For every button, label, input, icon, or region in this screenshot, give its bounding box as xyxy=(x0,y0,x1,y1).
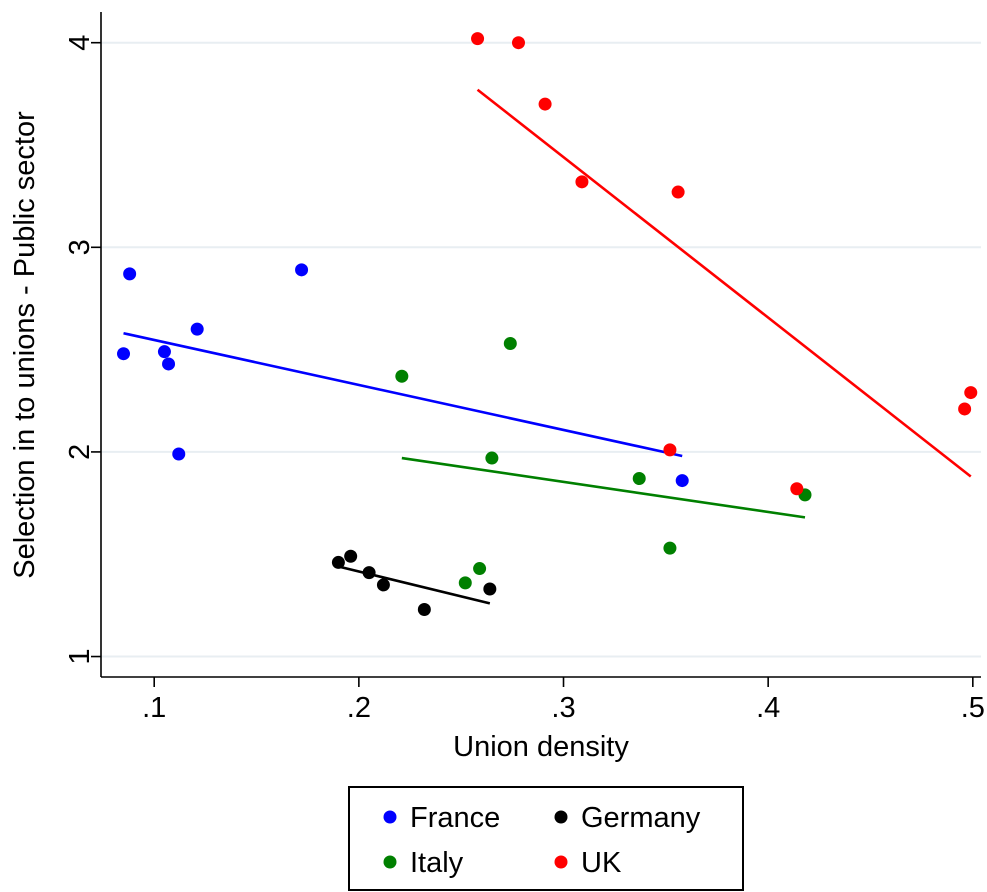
legend-marker-italy xyxy=(383,855,397,869)
point-france xyxy=(162,357,176,371)
point-uk xyxy=(663,443,677,457)
legend-label-germany: Germany xyxy=(581,802,701,834)
fit-line-italy xyxy=(401,456,806,519)
legend: France Germany Italy UK xyxy=(348,786,744,891)
point-france xyxy=(172,447,186,461)
point-germany xyxy=(331,555,345,569)
point-france xyxy=(117,347,131,361)
y-axis-label: Selection in to unions - Public sector xyxy=(9,111,41,579)
point-uk xyxy=(790,482,804,496)
y-tick-label: 1 xyxy=(64,648,96,664)
legend-marker-uk xyxy=(554,855,568,869)
point-uk xyxy=(471,32,485,46)
y-tick-label: 4 xyxy=(64,35,96,51)
legend-box xyxy=(348,786,744,891)
legend-marker-germany xyxy=(554,810,568,824)
point-uk xyxy=(538,97,552,111)
point-france xyxy=(123,267,137,281)
fit-line-uk xyxy=(476,88,972,478)
point-germany xyxy=(344,549,358,563)
point-france xyxy=(157,345,171,359)
point-germany xyxy=(376,578,390,592)
y-tick-label: 3 xyxy=(64,239,96,255)
x-tick-label: .5 xyxy=(961,692,985,724)
y-tick-label: 2 xyxy=(64,444,96,460)
x-tick-label: .1 xyxy=(142,692,166,724)
point-italy xyxy=(473,562,487,576)
legend-label-france: France xyxy=(410,802,500,834)
point-italy xyxy=(395,369,409,383)
point-italy xyxy=(458,576,472,590)
data-points xyxy=(117,32,978,616)
point-italy xyxy=(485,451,499,465)
legend-marker-france xyxy=(383,810,397,824)
point-italy xyxy=(632,472,646,486)
point-uk xyxy=(964,386,978,400)
fit-line-france xyxy=(123,331,683,458)
legend-label-uk: UK xyxy=(581,847,622,879)
grid-lines xyxy=(101,41,981,658)
x-tick-label: .4 xyxy=(756,692,780,724)
fit-lines xyxy=(123,88,972,605)
point-france xyxy=(675,474,689,488)
point-italy xyxy=(503,336,517,350)
point-uk xyxy=(671,185,685,199)
point-italy xyxy=(663,541,677,555)
x-tick-label: .3 xyxy=(551,692,575,724)
x-tick-label: .2 xyxy=(347,692,371,724)
point-uk xyxy=(511,36,525,50)
x-axis-label: Union density xyxy=(453,731,629,763)
axis-ticks: 1 2 3 4 .1 .2 .3 .4 .5 xyxy=(64,35,985,724)
point-france xyxy=(295,263,309,277)
point-france xyxy=(190,322,204,336)
legend-label-italy: Italy xyxy=(410,847,464,879)
axes xyxy=(100,12,981,678)
point-germany xyxy=(362,566,376,580)
point-uk xyxy=(958,402,972,416)
point-germany xyxy=(417,602,431,616)
point-germany xyxy=(483,582,497,596)
point-uk xyxy=(575,175,589,189)
